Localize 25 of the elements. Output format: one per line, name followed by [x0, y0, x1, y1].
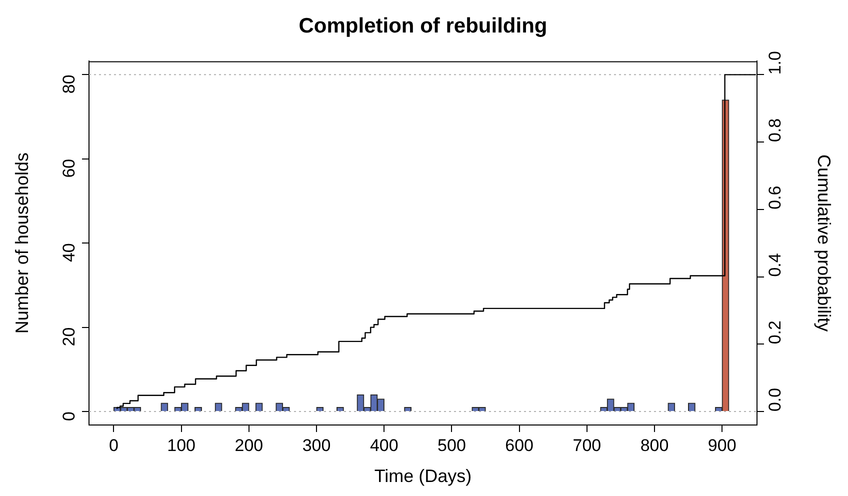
x-tick-label: 800	[640, 436, 669, 455]
x-tick-label: 0	[109, 436, 118, 455]
y-tick-label: 60	[60, 158, 79, 178]
y-axis-title: Number of households	[12, 152, 32, 334]
y-tick-label: 20	[60, 327, 79, 346]
y2-tick-label: 0.6	[766, 186, 785, 210]
x-tick-label: 600	[505, 436, 534, 455]
x-tick-label: 700	[572, 436, 602, 455]
x-tick-label: 900	[708, 436, 736, 455]
y2-axis-title: Cumulative probability	[814, 154, 834, 332]
x-axis-title: Time (Days)	[374, 466, 472, 486]
x-tick-label: 500	[438, 436, 466, 455]
x-tick-label: 100	[167, 436, 196, 455]
y-tick-label: 40	[60, 243, 79, 262]
x-tick-label: 400	[370, 436, 398, 455]
chart-title: Completion of rebuilding	[298, 14, 548, 38]
x-tick-label: 300	[302, 436, 331, 455]
y-tick-label: 80	[60, 74, 79, 94]
y2-tick-label: 0.4	[766, 253, 785, 277]
x-tick-label: 200	[234, 436, 264, 455]
y2-tick-label: 0.0	[766, 388, 785, 412]
y2-tick-label: 0.8	[766, 118, 785, 142]
y2-tick-label: 1.0	[766, 51, 785, 75]
y2-tick-label: 0.2	[766, 320, 785, 344]
y-tick-label: 0	[60, 412, 79, 421]
